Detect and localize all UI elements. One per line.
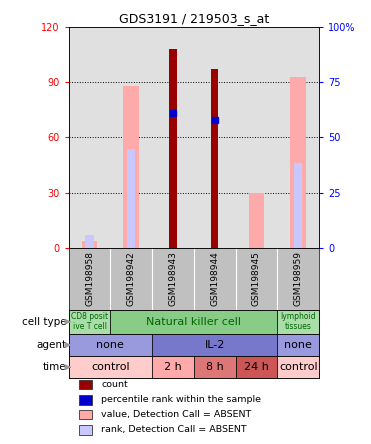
Bar (152, 356, 194, 378)
Text: GSM198942: GSM198942 (127, 251, 136, 306)
Text: none: none (96, 340, 124, 350)
Text: 8 h: 8 h (206, 362, 224, 372)
Text: IL-2: IL-2 (204, 340, 225, 350)
Text: CD8 posit
ive T cell: CD8 posit ive T cell (71, 312, 108, 332)
Bar (236, 356, 278, 378)
Bar (290, 76, 306, 248)
Text: GSM198959: GSM198959 (294, 251, 303, 306)
Bar (69, 334, 152, 356)
Text: value, Detection Call = ABSENT: value, Detection Call = ABSENT (101, 410, 252, 419)
Title: GDS3191 / 219503_s_at: GDS3191 / 219503_s_at (119, 12, 269, 25)
Bar (79, 380, 92, 389)
Text: control: control (91, 362, 130, 372)
Text: cell type: cell type (22, 317, 66, 327)
Bar (169, 49, 177, 248)
Text: GSM198958: GSM198958 (85, 251, 94, 306)
Bar (69, 356, 152, 378)
Text: control: control (279, 362, 318, 372)
Bar (111, 309, 278, 334)
Text: none: none (284, 340, 312, 350)
Bar (69, 309, 111, 334)
Text: Natural killer cell: Natural killer cell (146, 317, 242, 327)
Bar (79, 409, 92, 419)
Bar (211, 69, 219, 248)
Text: GSM198945: GSM198945 (252, 251, 261, 306)
Text: count: count (101, 380, 128, 389)
Bar (152, 334, 278, 356)
Bar (278, 334, 319, 356)
Bar (127, 149, 135, 248)
Bar (194, 356, 236, 378)
Text: GSM198943: GSM198943 (168, 251, 177, 306)
Bar (294, 163, 302, 248)
Text: 2 h: 2 h (164, 362, 182, 372)
Text: time: time (43, 362, 66, 372)
Text: rank, Detection Call = ABSENT: rank, Detection Call = ABSENT (101, 425, 247, 434)
Bar (82, 241, 98, 248)
Text: 24 h: 24 h (244, 362, 269, 372)
Bar (79, 425, 92, 435)
Bar (79, 395, 92, 404)
Text: lymphoid
tissues: lymphoid tissues (280, 312, 316, 332)
Bar (278, 309, 319, 334)
Bar (85, 235, 94, 248)
Text: agent: agent (36, 340, 66, 350)
Bar (249, 193, 265, 248)
Text: percentile rank within the sample: percentile rank within the sample (101, 395, 261, 404)
Text: GSM198944: GSM198944 (210, 251, 219, 306)
Bar (278, 356, 319, 378)
Bar (123, 86, 139, 248)
